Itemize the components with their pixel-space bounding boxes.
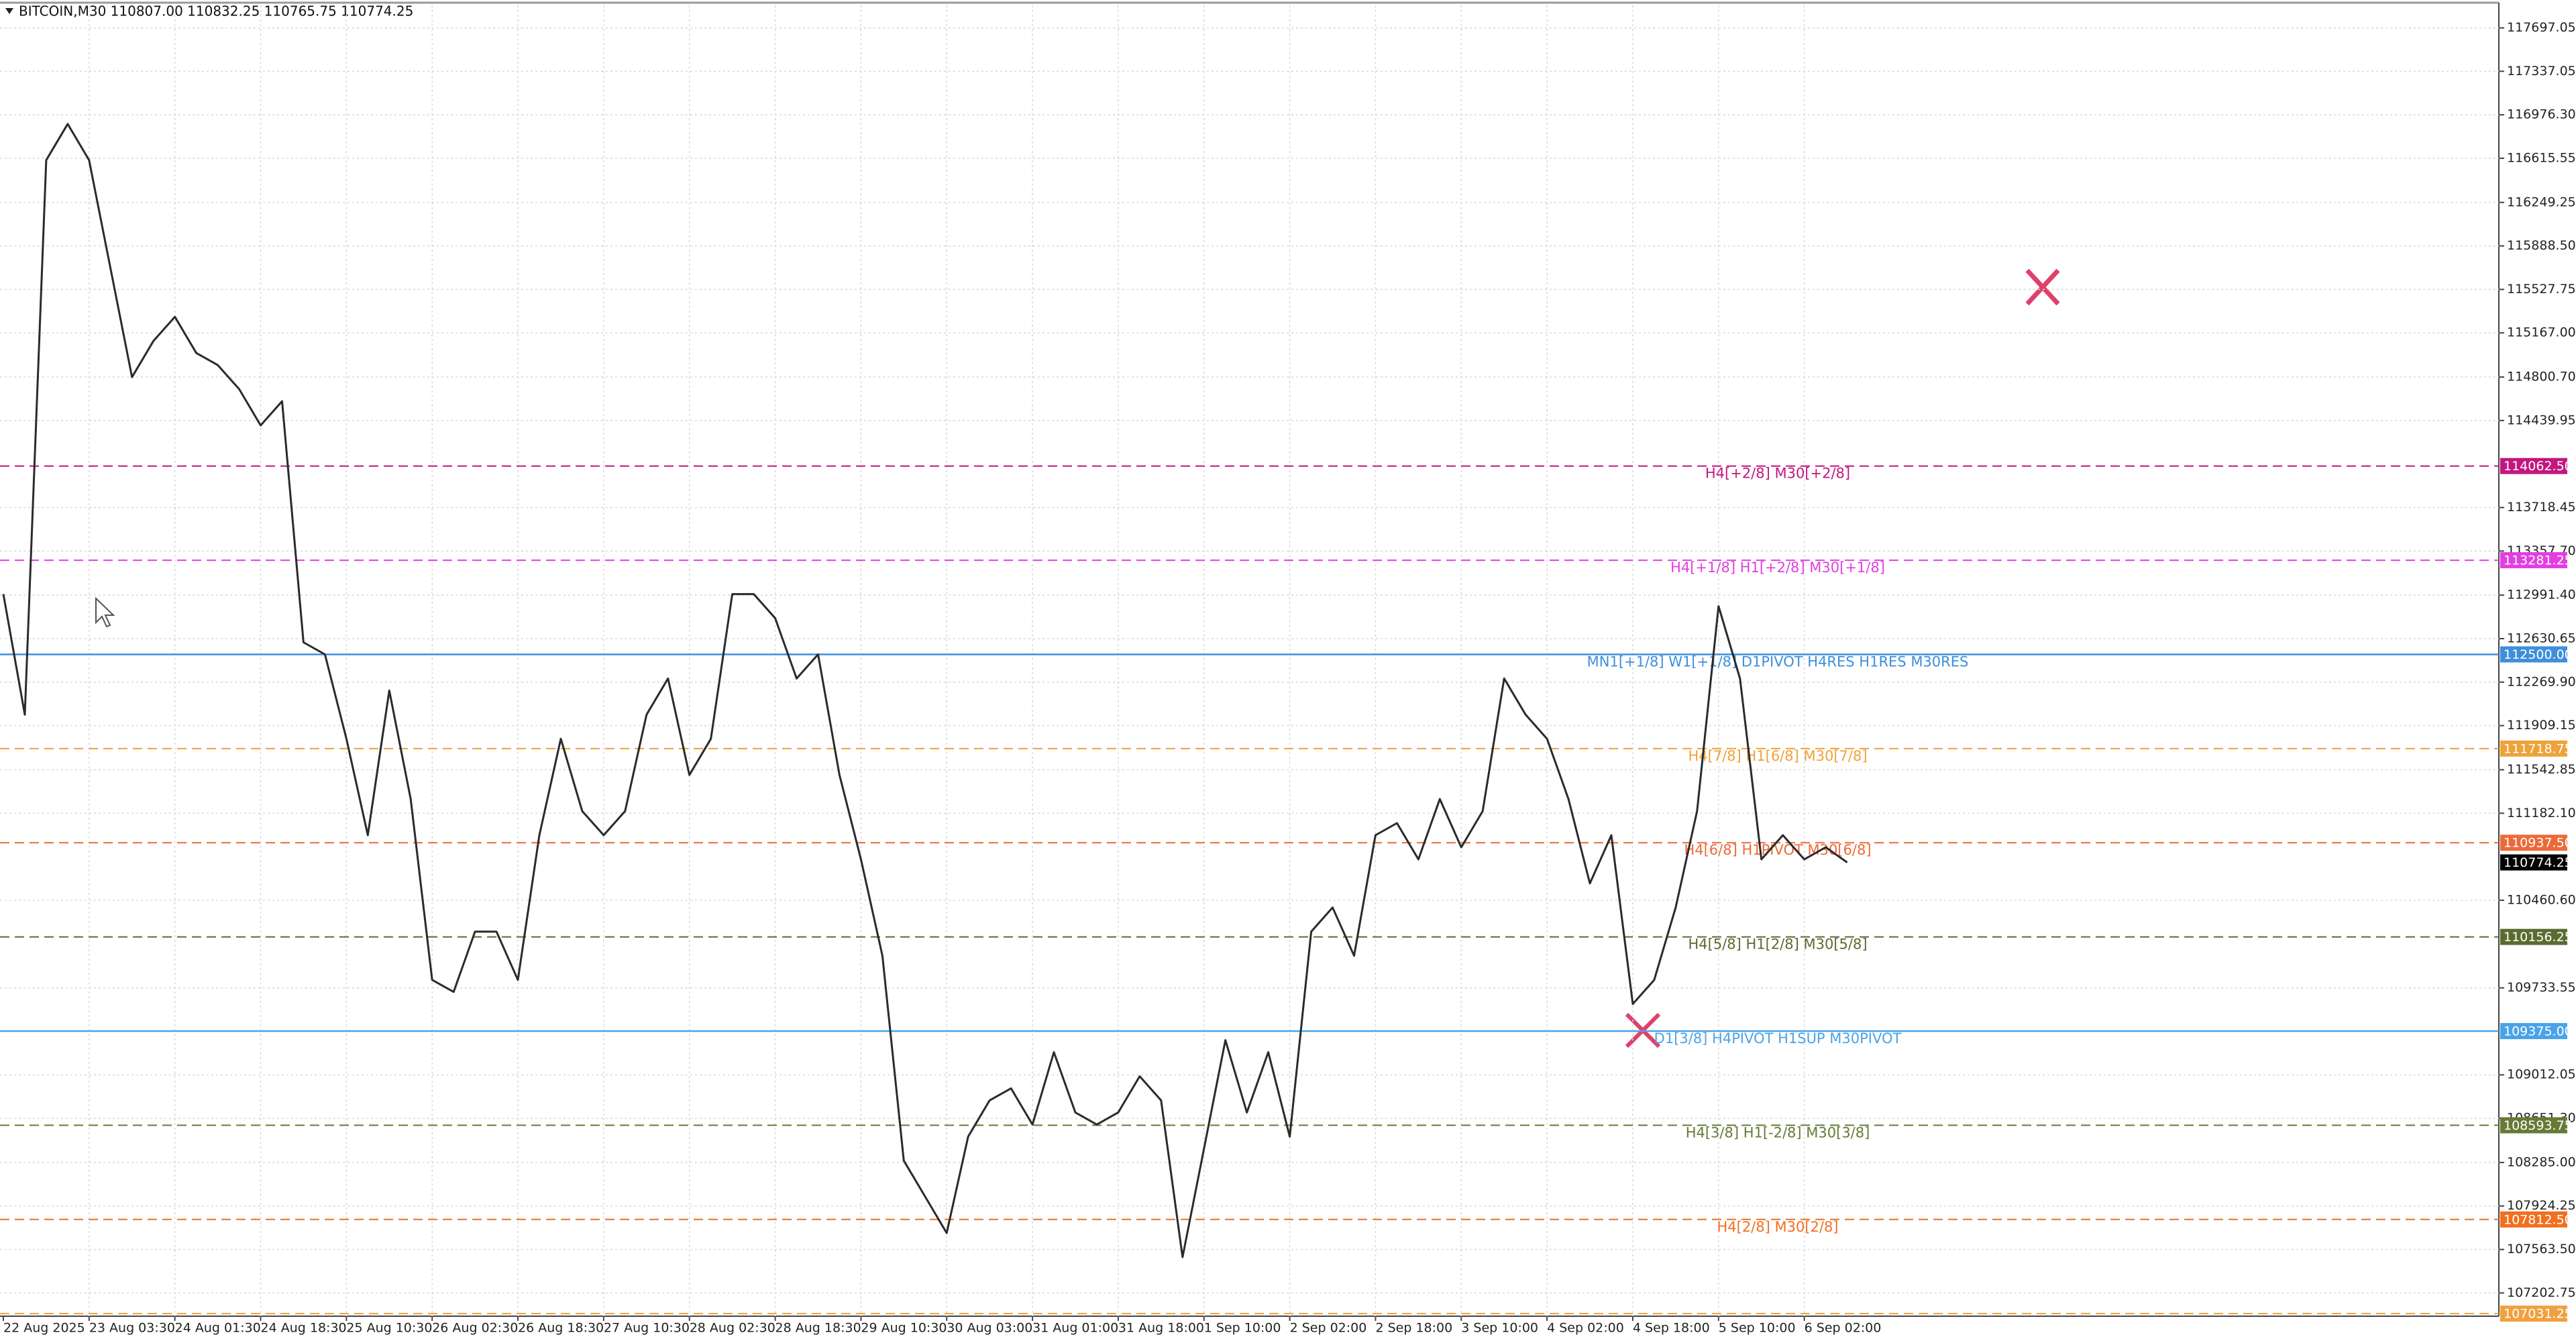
level-label: D1[3/8] H4PIVOT H1SUP M30PIVOT [1654,1030,1902,1047]
price-tag-label: 108593.75 [2504,1118,2573,1133]
x-tick-label: 31 Aug 01:00 [1032,1321,1118,1336]
y-tick-label: 107924.25 [2507,1198,2576,1213]
x-tick-label: 26 Aug 02:30 [432,1321,518,1336]
price-tag [2500,835,2567,851]
price-tag-label: 109375.00 [2504,1024,2573,1039]
x-tick-label: 2 Sep 18:00 [1375,1321,1452,1336]
level-label: MN1[+1/8] W1[+1/8] D1PIVOT H4RES H1RES M… [1587,653,1969,670]
x-tick-label: 5 Sep 10:00 [1719,1321,1796,1336]
level-label: H4[5/8] H1[2/8] M30[5/8] [1688,936,1867,953]
price-tag-label: 110937.50 [2504,836,2573,851]
level-label: H4[+1/8] H1[+2/8] M30[+1/8] [1670,559,1885,576]
price-tag [2500,1211,2567,1228]
y-tick-label: 116976.30 [2507,107,2576,122]
cursor [95,596,115,628]
level-label: H4[+2/8] M30[+2/8] [1705,466,1850,482]
axes: 117697.05 117337.05 116976.30 116615.55 1162… [3,20,2576,1336]
symbol-menu-arrow[interactable] [5,8,13,14]
x-tick-label: 30 Aug 03:00 [947,1321,1032,1336]
y-tick-label: 107563.50 [2507,1242,2576,1256]
price-tag-label: 113281.25 [2504,553,2573,568]
price-tag [2500,1305,2567,1322]
y-tick-label: 116249.25 [2507,195,2576,209]
y-tick-label: 107202.75 [2507,1285,2576,1300]
price-tag [2500,1117,2567,1134]
x-tick-label: 24 Aug 18:30 [261,1321,347,1336]
y-tick-label: 115167.00 [2507,325,2576,340]
x-tick-label: 22 Aug 2025 [3,1321,85,1336]
x-tick-label: 25 Aug 10:30 [346,1321,432,1336]
level-label: H4[2/8] M30[2/8] [1717,1219,1838,1235]
y-tick-label: 117337.05 [2507,64,2576,78]
y-tick-label: 111542.85 [2507,762,2576,777]
price-tag [2500,854,2567,871]
x-tick-label: 3 Sep 10:00 [1461,1321,1538,1336]
x-tick-label: 4 Sep 18:00 [1633,1321,1710,1336]
y-tick-label: 113718.45 [2507,500,2576,515]
y-tick-label: 112630.65 [2507,631,2576,645]
marker-cross [2025,268,2060,306]
x-tick-label: 28 Aug 18:30 [775,1321,861,1336]
x-tick-label: 31 Aug 18:00 [1118,1321,1204,1336]
price-tag [2500,458,2567,474]
level-label: H4[3/8] H1[-2/8] M30[3/8] [1686,1124,1870,1140]
y-tick-label: 109733.55 [2507,980,2576,995]
price-tag-label: 111718.75 [2504,741,2573,756]
y-tick-label: 114439.95 [2507,413,2576,427]
levels: H4[+2/8] M30[+2/8] H4[+1/8] H1[+2/8] M30[… [0,465,2499,1315]
x-tick-label: 28 Aug 02:30 [690,1321,775,1336]
grid [0,5,2499,1316]
price-tag-label: 107031.25 [2504,1307,2573,1322]
x-tick-label: 4 Sep 02:00 [1547,1321,1624,1336]
y-tick-label: 115527.75 [2507,282,2576,297]
chart-title: BITCOIN,M30 110807.00 110832.25 110765.7… [19,3,413,19]
price-tag [2500,928,2567,945]
y-tick-label: 116615.55 [2507,150,2576,165]
price-tag-label: 114062.50 [2504,459,2573,474]
price-tag [2500,552,2567,569]
price-tag-label: 107812.50 [2504,1212,2573,1227]
x-tick-label: 1 Sep 10:00 [1204,1321,1281,1336]
x-tick-label: 23 Aug 03:30 [89,1321,175,1336]
y-tick-label: 114800.70 [2507,370,2576,384]
y-tick-label: 108285.00 [2507,1155,2576,1169]
price-tag [2500,646,2567,663]
y-tick-label: 109012.05 [2507,1067,2576,1082]
x-tick-label: 29 Aug 10:30 [861,1321,947,1336]
x-tick-label: 26 Aug 18:30 [518,1321,604,1336]
price-tag-label: 110156.25 [2504,930,2573,945]
level-label: H4[7/8] H1[6/8] M30[7/8] [1688,748,1867,764]
x-tick-label: 27 Aug 10:30 [604,1321,690,1336]
y-tick-label: 112269.90 [2507,674,2576,689]
y-tick-label: 111182.10 [2507,806,2576,820]
price-tag-label: 110774.25 [2504,855,2573,870]
price-line [2,123,1848,1258]
y-tick-label: 110460.60 [2507,892,2576,907]
price-tag [2500,740,2567,757]
x-tick-label: 24 Aug 01:30 [175,1321,261,1336]
y-tick-label: 117697.05 [2507,20,2576,35]
level-label: H4[6/8] H1PIVOT M30[6/8] [1684,842,1871,858]
price-tag [2500,1023,2567,1040]
y-tick-label: 112991.40 [2507,588,2576,602]
y-tick-label: 115888.50 [2507,238,2576,253]
series [2,123,1848,1258]
y-tick-label: 111909.15 [2507,718,2576,733]
x-tick-label: 6 Sep 02:00 [1805,1321,1882,1336]
x-tick-label: 2 Sep 02:00 [1290,1321,1367,1336]
price-tag-label: 112500.00 [2504,647,2573,662]
